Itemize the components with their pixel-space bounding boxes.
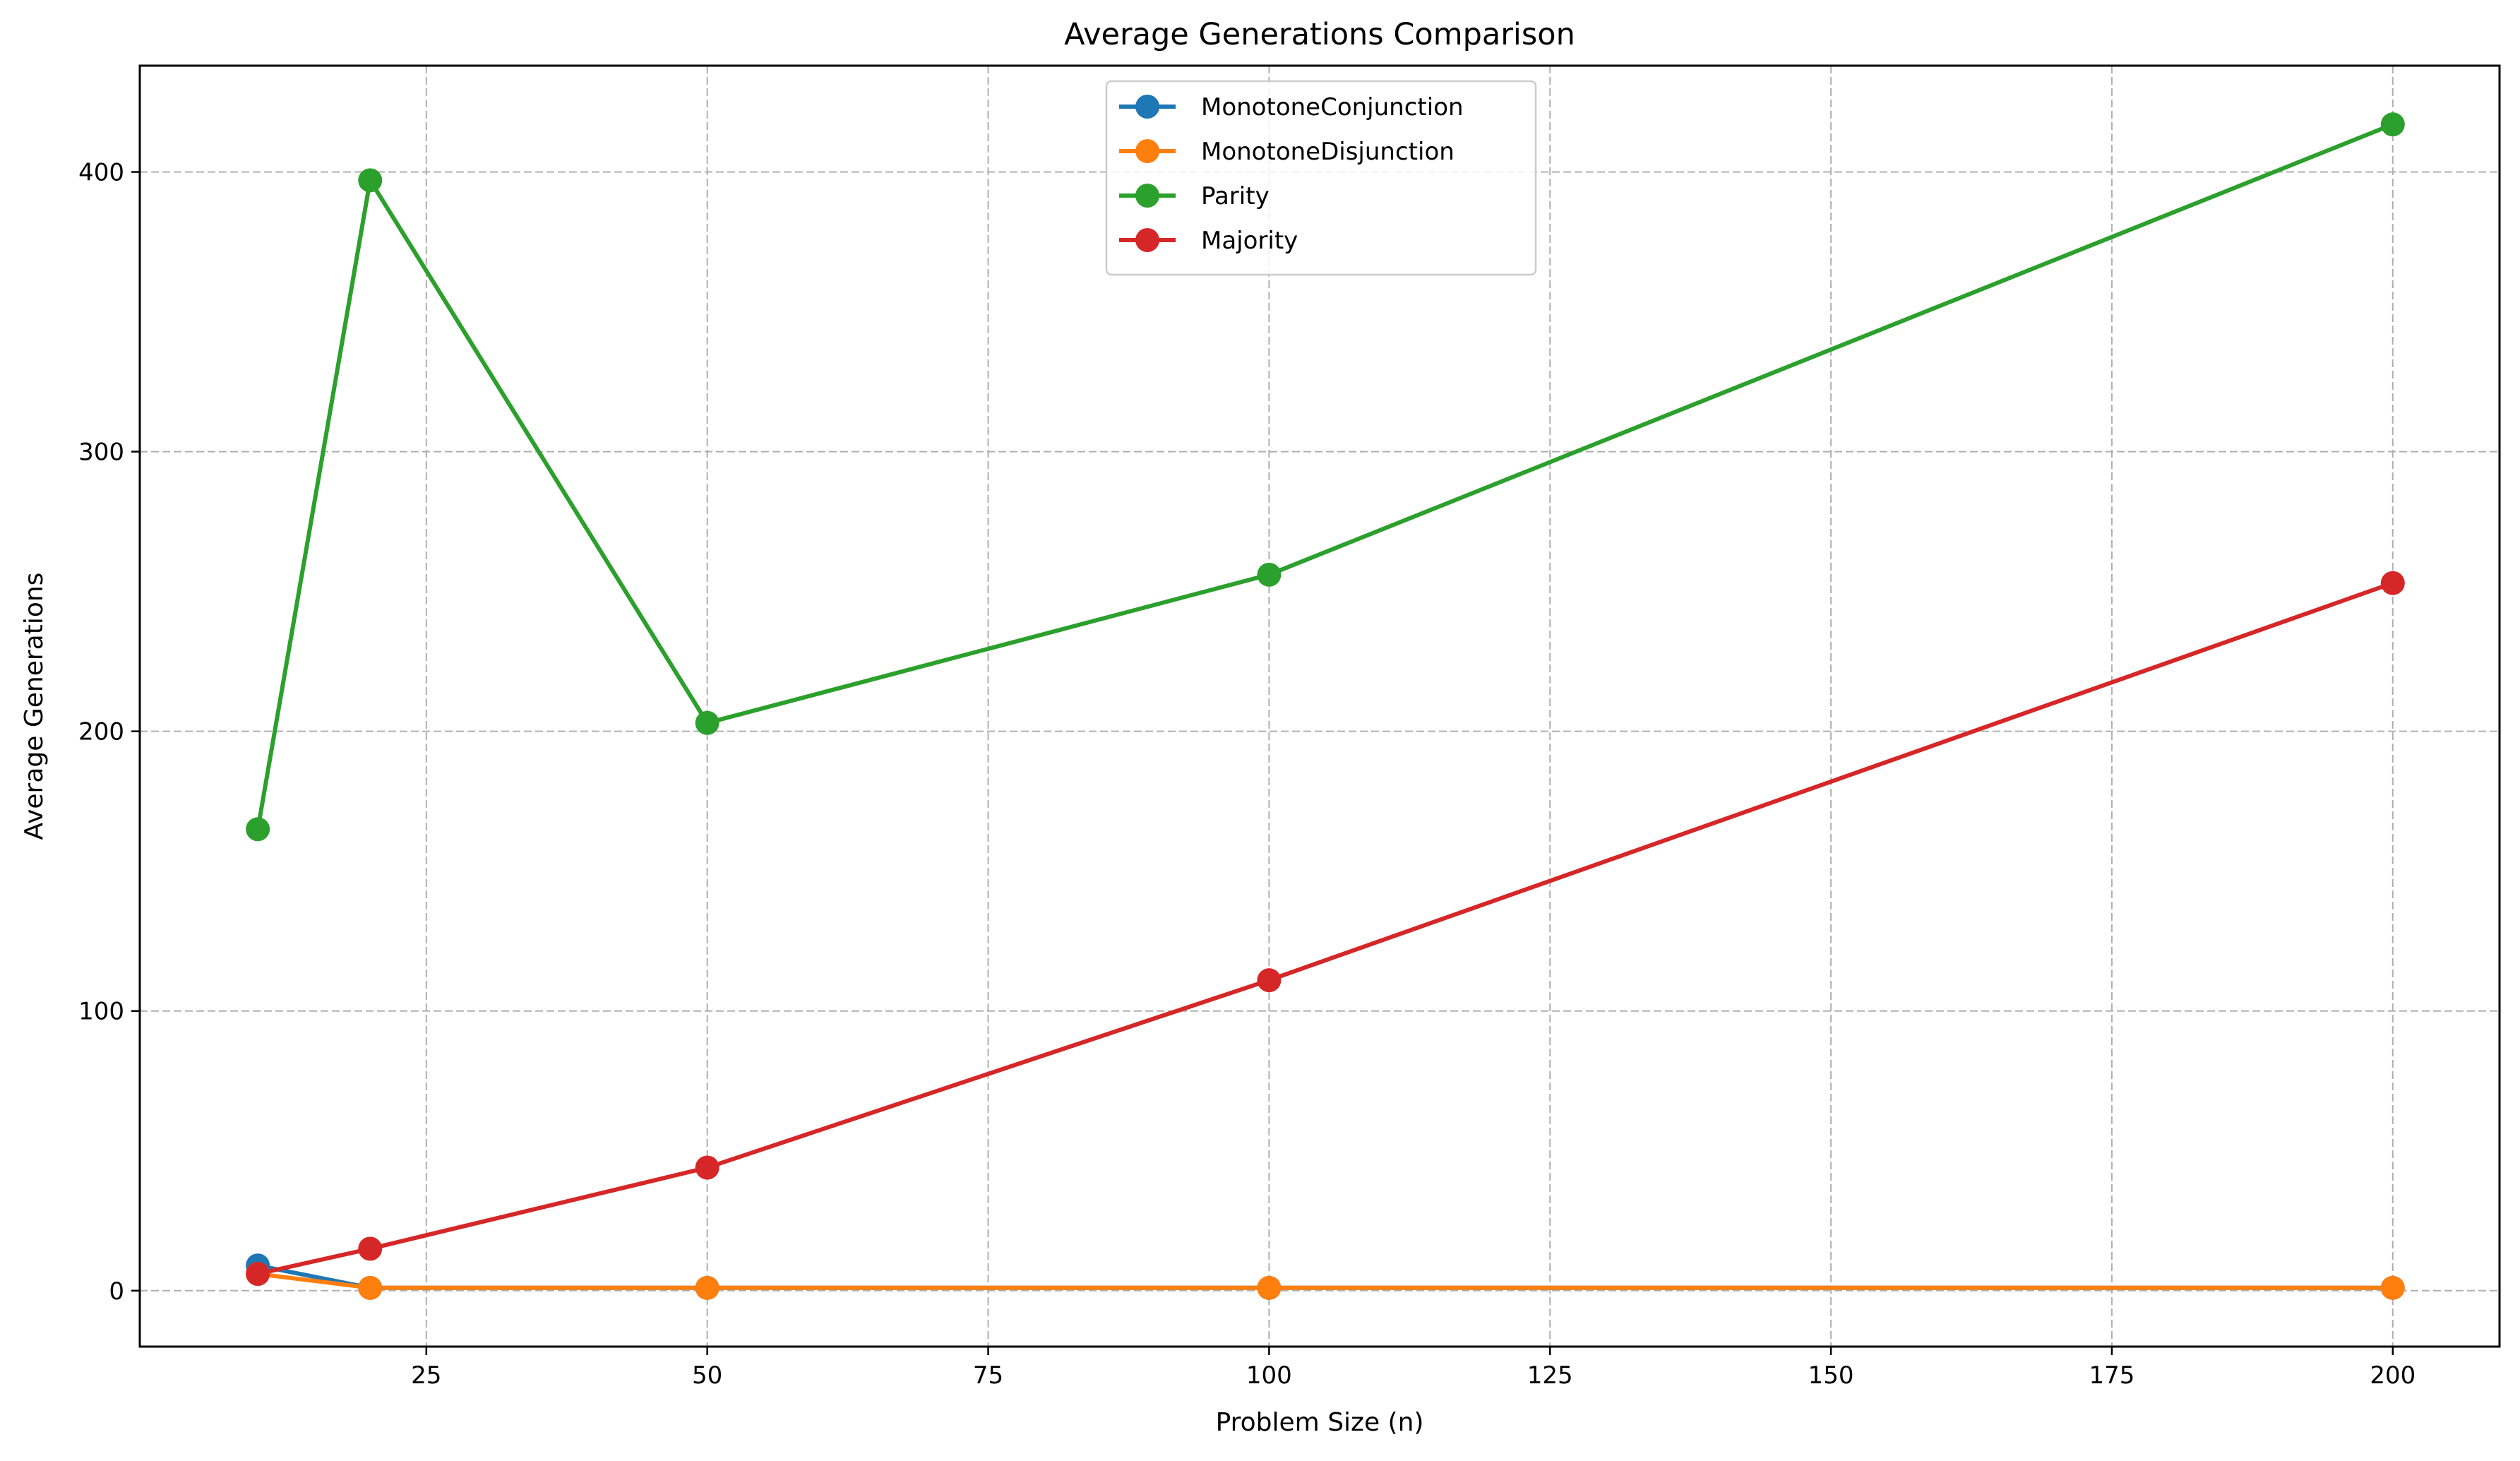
data-point-majority: [2380, 571, 2405, 595]
x-tick-label: 50: [692, 1361, 722, 1390]
y-tick-label: 100: [78, 998, 124, 1026]
x-tick-label: 175: [2089, 1361, 2135, 1390]
legend-swatch-marker-parity: [1135, 184, 1159, 208]
chart-title: Average Generations Comparison: [1064, 17, 1575, 52]
legend-swatch-marker-monotoneconjunction: [1135, 95, 1159, 119]
data-point-parity: [358, 168, 383, 193]
y-tick-label: 0: [109, 1277, 124, 1306]
data-point-parity: [246, 817, 270, 842]
x-tick-label: 100: [1246, 1361, 1292, 1390]
legend-label-monotoneconjunction: MonotoneConjunction: [1201, 93, 1464, 121]
data-point-monotonedisjunction: [1257, 1275, 1282, 1300]
x-tick-label: 25: [411, 1361, 441, 1390]
x-tick-label: 125: [1527, 1361, 1573, 1390]
x-tick-label: 200: [2370, 1361, 2416, 1390]
y-tick-label: 400: [78, 159, 124, 187]
data-point-majority: [1257, 968, 1282, 993]
data-point-majority: [695, 1155, 719, 1180]
legend-label-monotonedisjunction: MonotoneDisjunction: [1201, 138, 1455, 166]
x-tick-label: 150: [1808, 1361, 1854, 1390]
series-markers: [246, 112, 2405, 1300]
data-point-majority: [246, 1262, 270, 1287]
x-axis-label: Problem Size (n): [1216, 1408, 1424, 1437]
x-axis-ticks: 25 50 75 100 125 150 175 200: [411, 1347, 2416, 1390]
data-point-monotonedisjunction: [2380, 1275, 2405, 1300]
data-point-parity: [1257, 562, 1282, 587]
legend-box: [1105, 80, 1537, 276]
legend-label-parity: Parity: [1201, 182, 1270, 210]
legend-label-majority: Majority: [1201, 227, 1298, 255]
data-point-monotonedisjunction: [695, 1275, 719, 1300]
plot-area-frame: [138, 64, 2501, 1348]
data-point-monotonedisjunction: [358, 1275, 383, 1300]
legend: MonotoneConjunction MonotoneDisjunction Pa…: [1105, 80, 1537, 276]
x-tick-label: 75: [973, 1361, 1003, 1390]
data-point-majority: [358, 1236, 383, 1261]
data-point-parity: [2380, 112, 2405, 137]
legend-swatch-marker-monotonedisjunction: [1135, 139, 1159, 163]
y-axis-label: Average Generations: [20, 573, 49, 840]
legend-swatch-marker-majority: [1135, 228, 1159, 252]
y-axis-ticks: 0 100 200 300 400: [78, 159, 140, 1306]
data-point-parity: [695, 710, 719, 735]
y-tick-label: 200: [78, 718, 124, 746]
y-tick-label: 300: [78, 439, 124, 467]
